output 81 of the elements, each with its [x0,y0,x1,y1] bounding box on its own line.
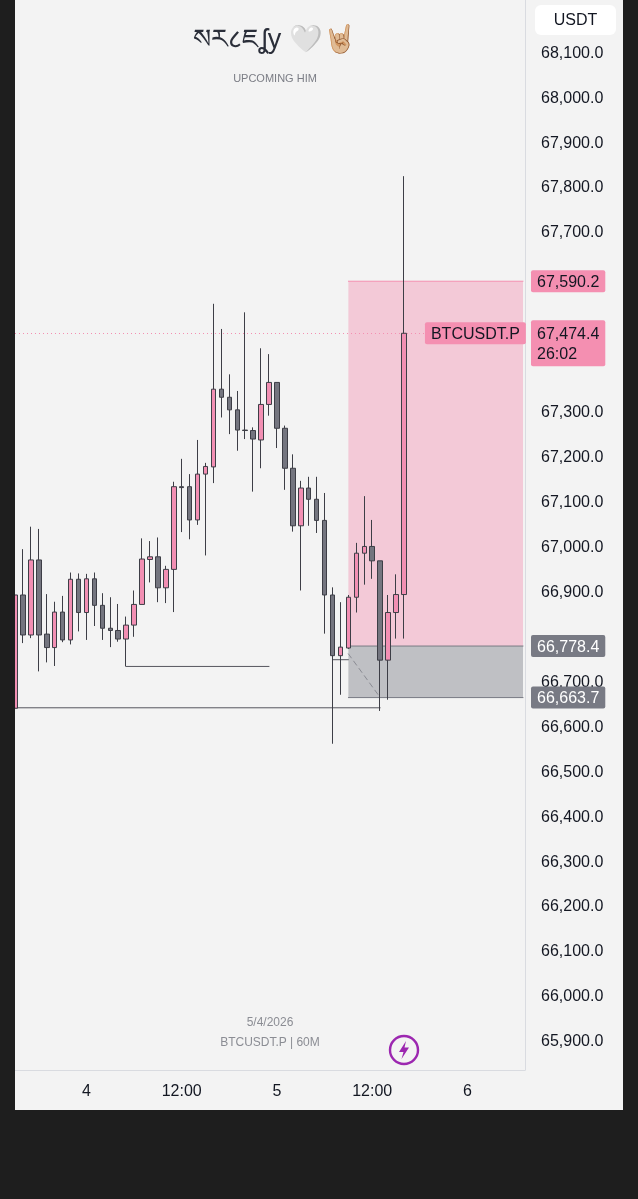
candlestick [123,616,129,667]
candlestick [346,594,351,650]
candlestick [28,526,34,639]
ref-line-label: 67,474.4 26:02 [537,324,600,362]
candlestick [314,476,319,534]
candlestick [354,542,359,614]
annotation: BTCUSDT.P | 60M [220,1035,320,1049]
y-tick-label: 66,500.0 [541,762,604,780]
x-tick-label: 6 [463,1081,472,1099]
annotation: 5/4/2026 [246,1015,294,1029]
y-tick-label: 67,900.0 [541,133,604,151]
candlestick [362,495,367,586]
candlestick [60,595,65,643]
y-tick-label: 67,200.0 [541,448,604,466]
candlestick [108,596,113,648]
y-tick-label: 66,000.0 [541,987,604,1005]
candlestick [227,373,232,435]
candlestick [290,453,296,533]
candlestick [369,519,375,580]
candlestick [147,540,153,583]
candlestick [306,476,311,527]
candlestick [20,548,26,644]
y-tick-label: 65,900.0 [541,1032,604,1050]
y-tick-label: 66,400.0 [541,807,604,825]
text: UPCOMING HIM [233,71,317,84]
candlestick [163,565,169,604]
candlestick [258,347,264,469]
candlestick [393,573,399,640]
candlestick [115,603,121,643]
y-tick-label: 66,600.0 [541,717,604,735]
x-tick-label: 5 [272,1081,282,1099]
y-tick-label: 66,100.0 [541,942,604,960]
y-tick-label: 66,900.0 [541,582,604,600]
candlestick [203,462,208,556]
candlestick [68,572,73,645]
candlestick [36,528,42,672]
y-tick-label: 67,800.0 [541,178,604,196]
candlestick [282,425,288,491]
unit-button: USDT [535,5,616,35]
candlestick [219,328,224,418]
y-tick-label: 67,000.0 [541,537,604,555]
annotation: BTCUSDT.P [430,324,520,342]
candlestick [266,353,272,417]
candlestick [338,601,343,696]
candlestick [76,572,81,632]
y-axis-title: USDT [553,11,598,28]
candlestick [330,586,335,745]
x-tick-label: 12:00 [161,1081,202,1099]
data-label: 66,663.7 [537,689,600,707]
y-tick-label: 67,700.0 [541,223,604,241]
y-tick-label: 66,200.0 [541,897,604,915]
candlestick [195,439,200,526]
candlestick [187,473,192,540]
candlestick [44,593,50,663]
candlestick [250,426,256,493]
candlestick [131,590,137,638]
candlestick [274,381,280,449]
candlestick [139,537,145,605]
y-tick-label: 68,000.0 [541,88,604,106]
y-tick-label: 67,100.0 [541,493,604,511]
candlestick [92,572,97,627]
candlestick [52,601,57,667]
candlestick [298,480,304,591]
text: སར८ཇʆy 🤍🤘🏼 [193,21,357,55]
candlestick [84,573,89,641]
y-tick-label: 67,300.0 [541,403,604,421]
candlestick [179,458,184,533]
data-label: 66,778.4 [537,637,600,655]
y-tick-label: 66,300.0 [541,852,604,870]
candlestick [385,594,391,701]
candlestick [235,390,240,452]
y-tick-label: 68,100.0 [541,43,604,61]
candlestick [171,481,177,613]
x-tick-label: 12:00 [352,1081,393,1099]
y-tick-label: 66,700.0 [541,672,604,690]
x-tick-label: 4 [81,1081,91,1099]
candlestick [155,536,161,603]
candlestick [322,492,327,635]
candlestick [242,311,248,440]
candlestick [100,592,105,641]
data-label: 67,590.2 [537,272,600,290]
